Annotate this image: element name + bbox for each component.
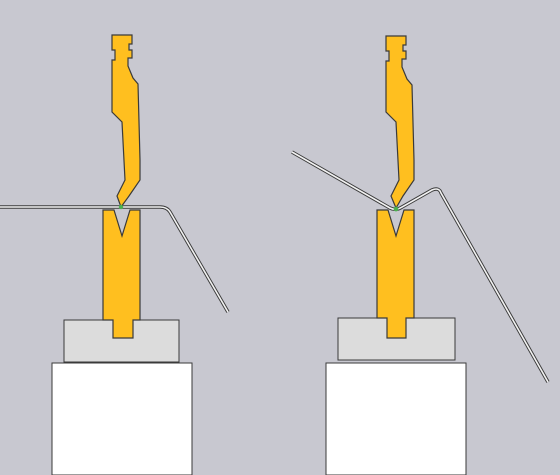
left-sheet-metal-inner [0,206,229,313]
right-contact-marker [393,206,399,212]
right-bending-stage [291,35,550,475]
right-upper-punch [385,35,415,210]
left-bending-stage [0,34,230,475]
left-machine-bed [51,362,193,475]
right-sheet-metal-inner [291,151,549,383]
left-contact-marker [118,204,124,210]
left-upper-punch [111,34,141,209]
left-lower-die [102,209,141,339]
right-machine-bed [325,362,467,475]
right-lower-die [376,209,415,339]
